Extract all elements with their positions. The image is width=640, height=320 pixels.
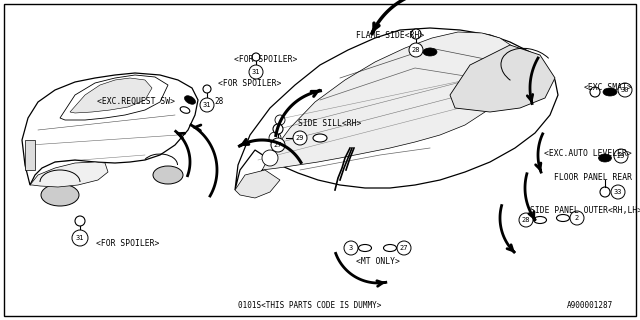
Circle shape <box>614 149 628 163</box>
Circle shape <box>344 241 358 255</box>
Circle shape <box>409 43 423 57</box>
Text: 29: 29 <box>617 153 625 159</box>
Ellipse shape <box>557 214 570 221</box>
Polygon shape <box>258 32 525 178</box>
Text: 0101S<THIS PARTS CODE IS DUMMY>: 0101S<THIS PARTS CODE IS DUMMY> <box>238 300 381 309</box>
Text: 31: 31 <box>252 69 260 75</box>
Text: 28: 28 <box>214 98 223 107</box>
Circle shape <box>75 216 85 226</box>
Text: <FOR SPOILER>: <FOR SPOILER> <box>234 55 298 65</box>
Polygon shape <box>70 78 152 113</box>
Text: <FOR SPOILER>: <FOR SPOILER> <box>218 79 282 89</box>
Circle shape <box>411 29 421 39</box>
Ellipse shape <box>153 166 183 184</box>
Circle shape <box>519 213 533 227</box>
Text: <MT ONLY>: <MT ONLY> <box>356 258 400 267</box>
Circle shape <box>271 138 285 152</box>
Ellipse shape <box>534 217 547 223</box>
Circle shape <box>273 124 283 134</box>
Text: 28: 28 <box>522 217 531 223</box>
Text: 27: 27 <box>400 245 408 251</box>
Circle shape <box>249 65 263 79</box>
Text: <EXC.REQUEST SW>: <EXC.REQUEST SW> <box>97 97 175 106</box>
Text: 31: 31 <box>203 102 211 108</box>
Circle shape <box>72 230 88 246</box>
Ellipse shape <box>180 107 190 113</box>
Polygon shape <box>60 75 168 120</box>
Text: SIDE SILL<RH>: SIDE SILL<RH> <box>298 119 362 129</box>
Polygon shape <box>22 73 198 185</box>
Ellipse shape <box>383 244 397 252</box>
Circle shape <box>252 53 260 61</box>
Polygon shape <box>450 45 555 112</box>
Text: <EXC.AUTO LEVELER>: <EXC.AUTO LEVELER> <box>544 148 632 157</box>
Text: 33: 33 <box>614 189 622 195</box>
Circle shape <box>570 211 584 225</box>
Circle shape <box>275 115 285 125</box>
Circle shape <box>262 150 278 166</box>
Circle shape <box>611 185 625 199</box>
Text: 29: 29 <box>296 135 304 141</box>
Ellipse shape <box>603 88 617 96</box>
Text: 31: 31 <box>76 235 84 241</box>
Text: FLOOR PANEL REAR: FLOOR PANEL REAR <box>554 172 632 181</box>
Polygon shape <box>30 162 108 187</box>
Circle shape <box>600 187 610 197</box>
Text: A900001287: A900001287 <box>567 300 613 309</box>
Ellipse shape <box>598 154 611 162</box>
Ellipse shape <box>41 184 79 206</box>
Ellipse shape <box>423 48 437 56</box>
Text: 27: 27 <box>274 142 282 148</box>
Text: FLAME SIDE<RH>: FLAME SIDE<RH> <box>356 31 424 41</box>
Text: 2: 2 <box>575 215 579 221</box>
Text: 28: 28 <box>412 47 420 53</box>
Circle shape <box>203 85 211 93</box>
Circle shape <box>269 132 281 144</box>
Circle shape <box>397 241 411 255</box>
Circle shape <box>200 98 214 112</box>
Circle shape <box>293 131 307 145</box>
Text: <EXC.SMAT>: <EXC.SMAT> <box>583 84 632 92</box>
Ellipse shape <box>313 134 327 142</box>
Polygon shape <box>235 170 280 198</box>
Circle shape <box>618 83 632 97</box>
Ellipse shape <box>358 244 371 252</box>
Circle shape <box>590 87 600 97</box>
Ellipse shape <box>184 96 195 104</box>
Text: <FOR SPOILER>: <FOR SPOILER> <box>96 239 159 249</box>
Text: 3: 3 <box>349 245 353 251</box>
Text: 30: 30 <box>621 87 629 93</box>
Bar <box>25 140 35 170</box>
Polygon shape <box>235 28 558 190</box>
Text: SIDE PANEL OUTER<RH,LH>: SIDE PANEL OUTER<RH,LH> <box>530 205 640 214</box>
